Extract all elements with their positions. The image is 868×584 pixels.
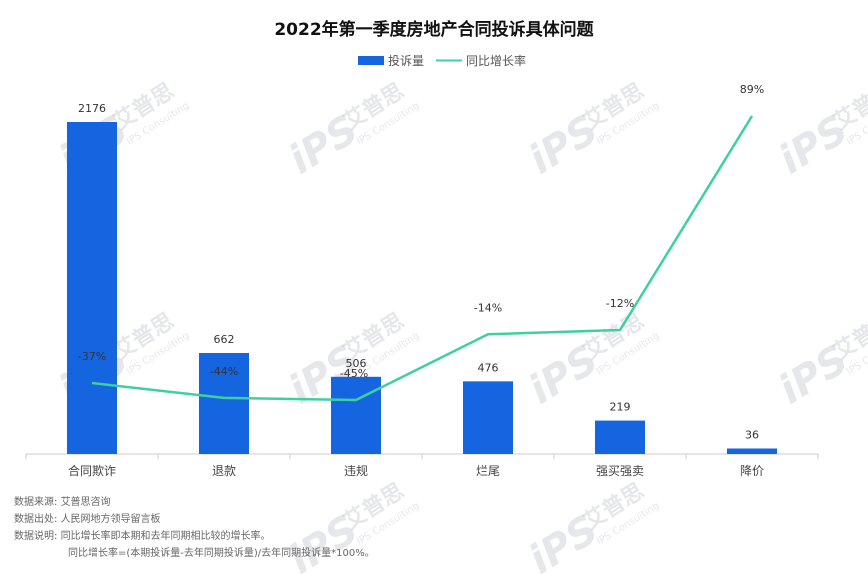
bar (595, 420, 645, 454)
bar (331, 376, 381, 454)
category-label: 烂尾 (476, 464, 500, 478)
line-series (91, 115, 754, 402)
x-axis-ticks (25, 454, 819, 459)
bar-value-label: 506 (346, 357, 367, 370)
line-value-label: -45% (340, 367, 368, 380)
bar-value-label: 662 (214, 333, 235, 346)
note-origin: 数据出处: 人民网地方领导留言板 (14, 511, 375, 528)
bar-series (67, 122, 777, 454)
note-explain: 数据说明: 同比增长率即本期和去年同期相比较的增长率。 (14, 528, 375, 545)
bar-value-label: 36 (745, 429, 759, 442)
bar-value-label: 476 (478, 361, 499, 374)
legend-line-label: 同比增长率 (466, 53, 526, 68)
line-value-label: -14% (474, 301, 502, 314)
note-source-label: 数据来源: (14, 497, 58, 508)
note-source: 数据来源: 艾普思咨询 (14, 494, 375, 511)
category-label: 合同欺诈 (68, 463, 116, 478)
note-explain-value: 同比增长率即本期和去年同期相比较的增长率。 (60, 531, 271, 542)
legend-bar-label: 投诉量 (388, 53, 424, 68)
line-value-labels: -37% -44% -45% -14% -12% 89% (78, 83, 764, 380)
bar (727, 448, 777, 454)
line-value-label: -37% (78, 350, 106, 363)
bar-value-label: 2176 (78, 102, 106, 115)
category-label: 降价 (740, 464, 764, 478)
legend-bar-swatch (358, 56, 384, 65)
legend: 投诉量 同比增长率 (358, 53, 526, 68)
note-origin-label: 数据出处: (14, 514, 58, 525)
chart-title: 2022年第一季度房地产合同投诉具体问题 (274, 19, 594, 40)
note-formula: 同比增长率=(本期投诉量-去年同期投诉量)/去年同期投诉量*100%。 (68, 548, 375, 559)
note-source-value: 艾普思咨询 (60, 497, 111, 508)
category-labels: 合同欺诈 退款 违规 烂尾 强买强卖 降价 (68, 463, 764, 478)
bar (199, 352, 249, 454)
bar-value-labels: 2176 662 506 476 219 36 (78, 102, 759, 442)
growth-rate-line (91, 115, 754, 402)
line-value-label: -44% (210, 365, 238, 378)
note-explain-label: 数据说明: (14, 531, 58, 542)
line-value-label: 89% (740, 83, 764, 96)
category-label: 退款 (212, 464, 236, 478)
category-label: 违规 (344, 463, 368, 478)
chart-notes: 数据来源: 艾普思咨询 数据出处: 人民网地方领导留言板 数据说明: 同比增长率… (14, 494, 375, 562)
note-origin-value: 人民网地方领导留言板 (60, 514, 161, 525)
bar-value-label: 219 (610, 401, 631, 414)
bar (463, 381, 513, 454)
bar (67, 122, 117, 454)
line-value-label: -12% (606, 297, 634, 310)
category-label: 强买强卖 (596, 464, 644, 478)
